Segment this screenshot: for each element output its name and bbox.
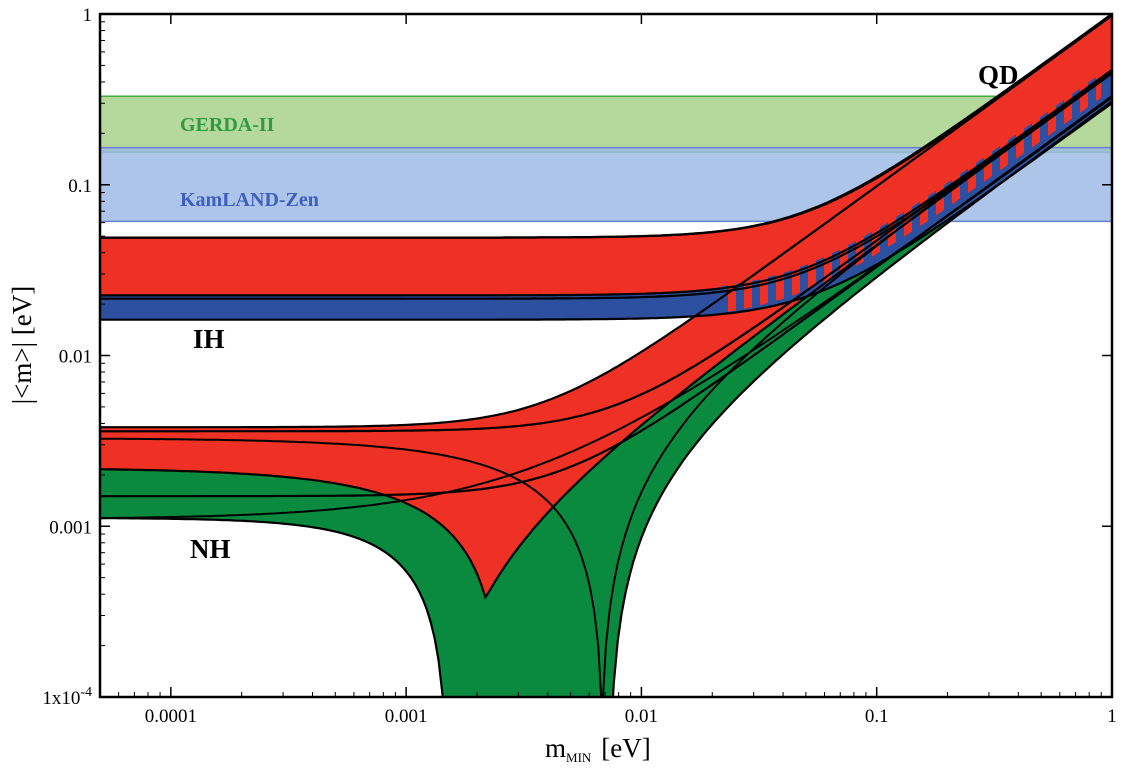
plot-area [100, 14, 1112, 697]
region-label-nh: NH [190, 534, 231, 564]
y-tick-label-3: 0.001 [49, 517, 92, 538]
nh-green-top [100, 69, 1112, 433]
nh-red-band [100, 15, 1112, 598]
nh-cross-curve-2 [100, 96, 1112, 520]
y-tick-label-2: 0.01 [59, 347, 92, 368]
region-label-ih: IH [193, 324, 225, 354]
ih-blue-top [100, 69, 1112, 297]
ih-red-top [100, 14, 1112, 239]
x-tick-label-3: 0.1 [865, 706, 889, 727]
nh-green-band [100, 70, 1112, 697]
ih-red-band [100, 15, 1112, 299]
ih-blue-bottom [100, 102, 1112, 321]
nh-red-top [100, 14, 1112, 429]
gerda-label: GERDA-II [180, 114, 275, 136]
y-tick-label-0: 1 [83, 5, 93, 26]
overlap-stripes [722, 73, 1102, 313]
x-tick-label-4: 1 [1107, 706, 1117, 727]
x-tick-label-1: 0.001 [385, 706, 428, 727]
x-axis-title: mMIN [eV] [545, 733, 651, 765]
x-tick-label-0: 0.0001 [145, 706, 197, 727]
x-tick-label-2: 0.01 [625, 706, 658, 727]
y-axis-title: |<m>| [eV] [7, 286, 37, 404]
nh-green-bottom [100, 100, 1112, 697]
y-tick-label-4: 1x10-4 [42, 685, 92, 709]
nh-cross-curve-1 [100, 69, 1112, 697]
region-label-qd: QD [978, 60, 1019, 90]
kamland-label: KamLAND-Zen [180, 189, 319, 211]
axis-ticks: 0.0001 0.001 0.01 0.1 1 1 0.1 0.01 0.001 1x10-4 [42, 5, 1116, 727]
y-tick-label-1: 0.1 [68, 176, 92, 197]
